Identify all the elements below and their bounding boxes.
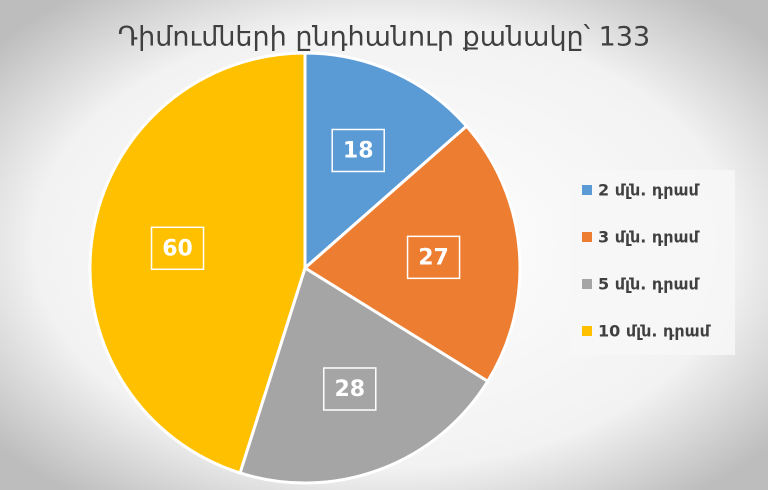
legend-label: 2 մլն. դրամ — [598, 181, 700, 200]
legend-box — [570, 170, 735, 355]
legend-label: 3 մլն. դրամ — [598, 228, 700, 247]
data-label: 60 — [162, 236, 193, 261]
pie-slice — [303, 51, 469, 272]
data-label-box — [323, 367, 377, 411]
data-label-box — [406, 235, 461, 280]
data-label: 27 — [418, 245, 449, 270]
legend-swatch — [582, 232, 592, 242]
data-label: 28 — [334, 377, 365, 402]
chart-title: Դիմումների ընդհանուր քանակը՝ 133 — [118, 22, 650, 53]
legend-label: 5 մլն. դրամ — [598, 275, 700, 294]
legend-swatch — [582, 185, 592, 195]
legend-label: 10 մլն. դրամ — [598, 322, 712, 341]
legend-swatch — [582, 326, 592, 336]
legend-swatch — [582, 279, 592, 289]
data-label: 18 — [343, 138, 374, 163]
data-label-box — [331, 128, 385, 173]
data-label-box — [150, 226, 205, 271]
